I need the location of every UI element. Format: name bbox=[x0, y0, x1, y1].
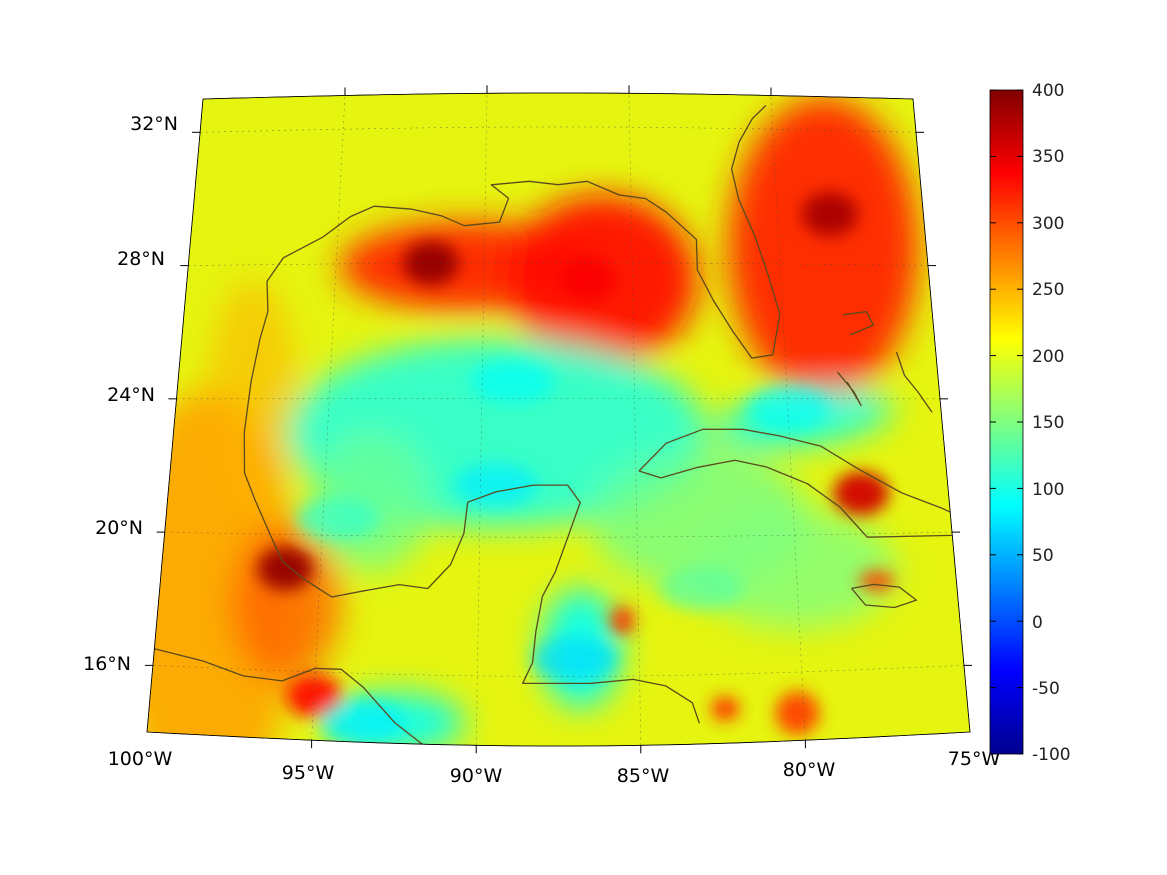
colorbar-ticks bbox=[990, 89, 1023, 755]
hotspot-nicaragua-coast bbox=[775, 691, 820, 736]
hotspot-tehuantepec bbox=[285, 673, 342, 718]
coastline-jamaica bbox=[851, 583, 918, 609]
coastline-bahamas-andros bbox=[836, 371, 862, 407]
lon-label-90w: 90°W bbox=[450, 765, 503, 787]
hotspot-honduras-east bbox=[711, 696, 740, 721]
colorbar-tick-250: 250 bbox=[1032, 280, 1064, 300]
hotspot-eastern-gulf bbox=[559, 257, 616, 302]
hotspot-texas-louisiana-shelf bbox=[402, 241, 459, 286]
lat-label-32n: 32°N bbox=[130, 113, 178, 135]
low-pacific-south bbox=[319, 699, 404, 744]
frame-ticks bbox=[144, 85, 972, 754]
colorbar-tick-350: 350 bbox=[1032, 147, 1064, 167]
longitude-labels: 100°W 95°W 90°W 85°W 80°W 75°W bbox=[108, 748, 1001, 787]
coastline-bahamas-abaco bbox=[842, 311, 875, 336]
low-campeche-bank bbox=[454, 462, 539, 507]
hotspot-atlantic-east-of-florida bbox=[801, 192, 858, 237]
colorbar-tick-50: 50 bbox=[1032, 546, 1054, 566]
lon-label-95w: 95°W bbox=[282, 762, 335, 784]
hotspot-veracruz-coast bbox=[257, 546, 314, 591]
low-central-gulf bbox=[470, 359, 555, 404]
lat-label-24n: 24°N bbox=[107, 384, 155, 406]
colorbar: 400 350 300 250 200 150 100 50 0 -50 -10… bbox=[989, 81, 1071, 765]
colorbar-tick-0: 0 bbox=[1032, 613, 1043, 633]
hotspot-eastern-cuba bbox=[833, 471, 890, 516]
field-blob-tamaulipas bbox=[207, 278, 298, 519]
coastline-us-gulf-florida bbox=[259, 105, 781, 359]
lon-label-100w: 100°W bbox=[108, 748, 173, 770]
colorbar-tick-200: 200 bbox=[1032, 347, 1064, 367]
lat-label-28n: 28°N bbox=[117, 248, 165, 270]
lat-label-16n: 16°N bbox=[83, 653, 131, 675]
colorbar-tick-400: 400 bbox=[1032, 81, 1064, 101]
value-field bbox=[147, 97, 919, 746]
map-plot-area bbox=[147, 93, 970, 746]
field-blob-atlantic bbox=[728, 97, 919, 398]
coastline-mexico-central-america bbox=[243, 338, 701, 724]
map-frame-outer bbox=[146, 92, 971, 747]
lon-label-75w: 75°W bbox=[948, 748, 1001, 770]
meridian-95 bbox=[311, 95, 346, 741]
hotspot-small-gulf-honduras bbox=[610, 606, 635, 635]
low-gulf-of-honduras bbox=[532, 637, 617, 682]
meridian-80 bbox=[770, 95, 806, 741]
low-bay-of-campeche bbox=[296, 496, 381, 541]
colorbar-tick-100: 100 bbox=[1032, 480, 1064, 500]
coastline-pacific-mexico bbox=[154, 648, 428, 746]
coastline-bahamas-eleuthera bbox=[895, 351, 933, 413]
meridian-90 bbox=[475, 93, 488, 746]
colorbar-tick-150: 150 bbox=[1032, 413, 1064, 433]
lon-label-85w: 85°W bbox=[617, 765, 670, 787]
colorbar-tick-300: 300 bbox=[1032, 214, 1064, 234]
low-caribbean-west bbox=[659, 566, 744, 611]
hotspot-jamaica bbox=[858, 570, 895, 591]
value-field-detail bbox=[257, 192, 895, 744]
field-blob-caribbean bbox=[696, 509, 897, 630]
colorbar-tick-minus100: -100 bbox=[1032, 745, 1071, 765]
colorbar-tick-minus50: -50 bbox=[1032, 679, 1060, 699]
latitude-labels: 32°N 28°N 24°N 20°N 16°N bbox=[83, 113, 178, 675]
graticule bbox=[152, 93, 965, 746]
meridian-85 bbox=[628, 93, 642, 746]
lat-label-20n: 20°N bbox=[95, 517, 143, 539]
lon-label-80w: 80°W bbox=[783, 759, 836, 781]
